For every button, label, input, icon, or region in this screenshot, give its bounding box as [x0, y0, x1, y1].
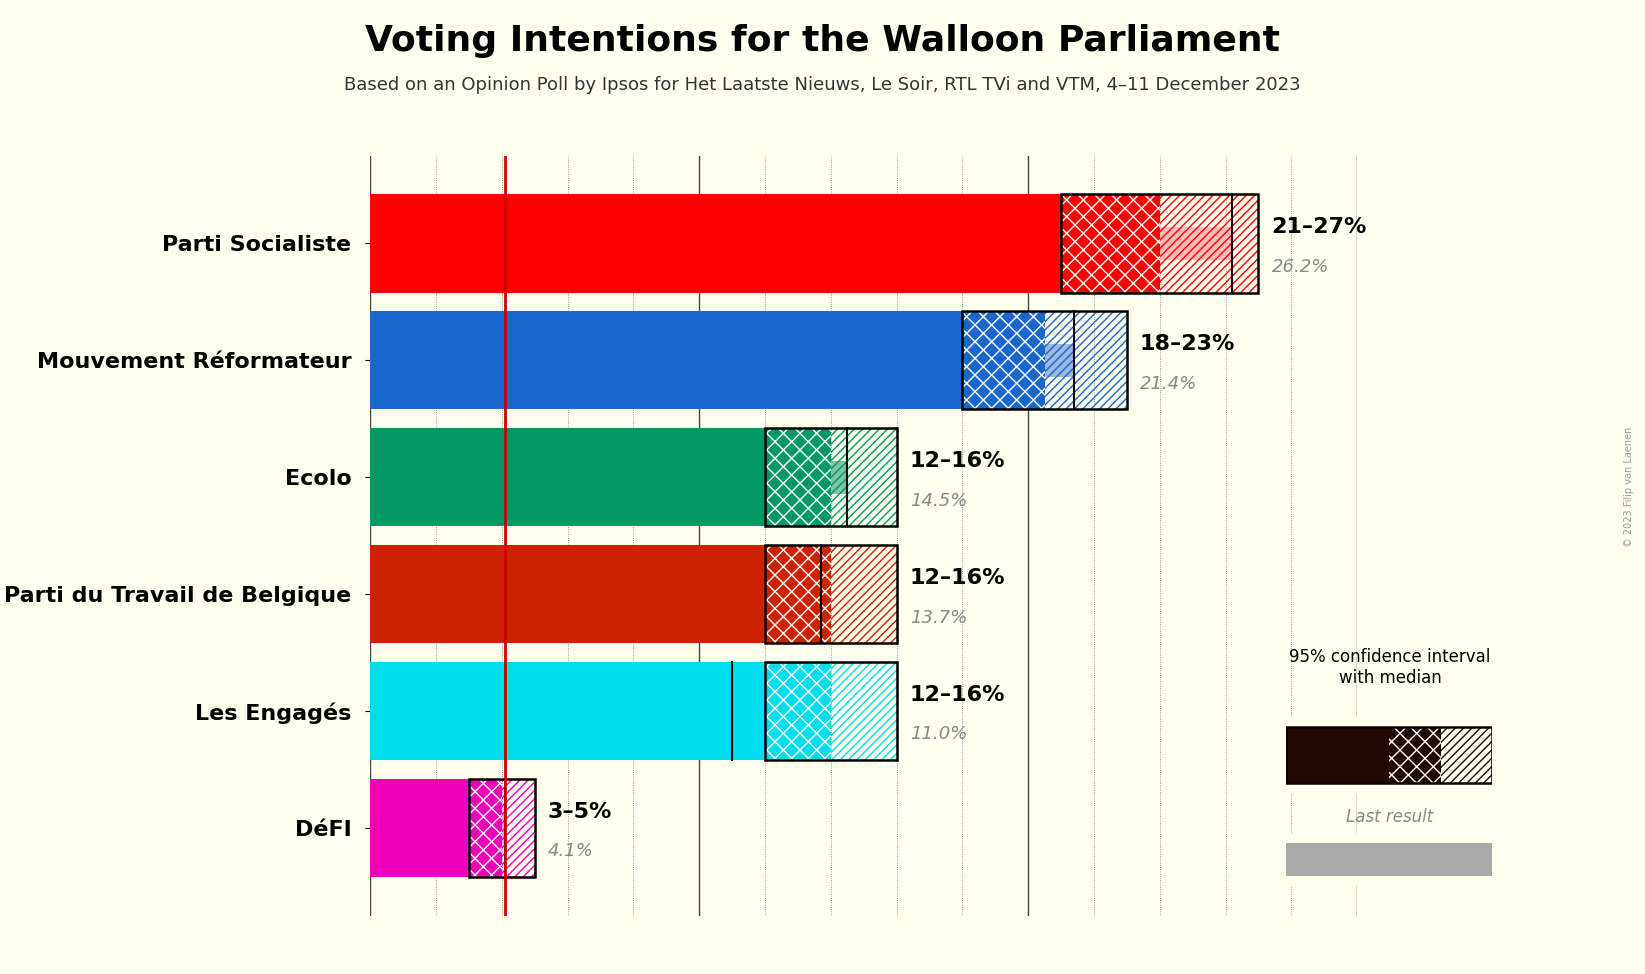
- Bar: [962, 312, 1127, 409]
- Bar: [1390, 727, 1441, 783]
- Bar: [1286, 843, 1492, 876]
- Bar: [1441, 727, 1492, 783]
- Bar: [370, 662, 765, 760]
- Bar: [1061, 195, 1160, 292]
- Bar: [370, 779, 469, 877]
- Bar: [370, 312, 962, 409]
- Bar: [370, 545, 765, 643]
- Text: 26.2%: 26.2%: [1272, 258, 1329, 276]
- Bar: [370, 195, 1061, 292]
- Bar: [1286, 727, 1390, 783]
- Text: 12–16%: 12–16%: [910, 568, 1005, 587]
- Bar: [765, 662, 897, 760]
- Text: 21.4%: 21.4%: [1140, 375, 1198, 393]
- Bar: [831, 662, 897, 760]
- Bar: [370, 811, 505, 844]
- Text: 21–27%: 21–27%: [1272, 217, 1367, 237]
- Text: 95% confidence interval
with median: 95% confidence interval with median: [1290, 648, 1490, 687]
- Text: 13.7%: 13.7%: [910, 609, 967, 626]
- Bar: [502, 779, 535, 877]
- Text: Based on an Opinion Poll by Ipsos for Het Laatste Nieuws, Le Soir, RTL TVi and V: Based on an Opinion Poll by Ipsos for He…: [344, 76, 1301, 94]
- Bar: [370, 227, 1232, 260]
- Bar: [962, 312, 1045, 409]
- Bar: [1160, 195, 1258, 292]
- Text: Last result: Last result: [1346, 808, 1434, 826]
- Bar: [765, 545, 897, 643]
- Text: 12–16%: 12–16%: [910, 685, 1005, 704]
- Bar: [370, 344, 1074, 377]
- Text: Voting Intentions for the Walloon Parliament: Voting Intentions for the Walloon Parlia…: [365, 24, 1280, 58]
- Bar: [765, 429, 897, 526]
- Text: © 2023 Filip van Laenen: © 2023 Filip van Laenen: [1624, 427, 1633, 547]
- Bar: [831, 429, 897, 526]
- Bar: [765, 429, 831, 526]
- Bar: [831, 545, 897, 643]
- Bar: [370, 578, 821, 611]
- Bar: [370, 694, 732, 728]
- Text: 4.1%: 4.1%: [548, 843, 594, 860]
- Bar: [1045, 312, 1127, 409]
- Bar: [1061, 195, 1258, 292]
- Text: 18–23%: 18–23%: [1140, 334, 1235, 354]
- Bar: [469, 779, 535, 877]
- Bar: [1286, 727, 1492, 783]
- Bar: [370, 461, 847, 494]
- Text: 3–5%: 3–5%: [548, 802, 612, 821]
- Bar: [469, 779, 502, 877]
- Bar: [370, 429, 765, 526]
- Bar: [765, 545, 831, 643]
- Text: 12–16%: 12–16%: [910, 451, 1005, 470]
- Bar: [765, 662, 831, 760]
- Text: 11.0%: 11.0%: [910, 726, 967, 743]
- Text: 14.5%: 14.5%: [910, 492, 967, 509]
